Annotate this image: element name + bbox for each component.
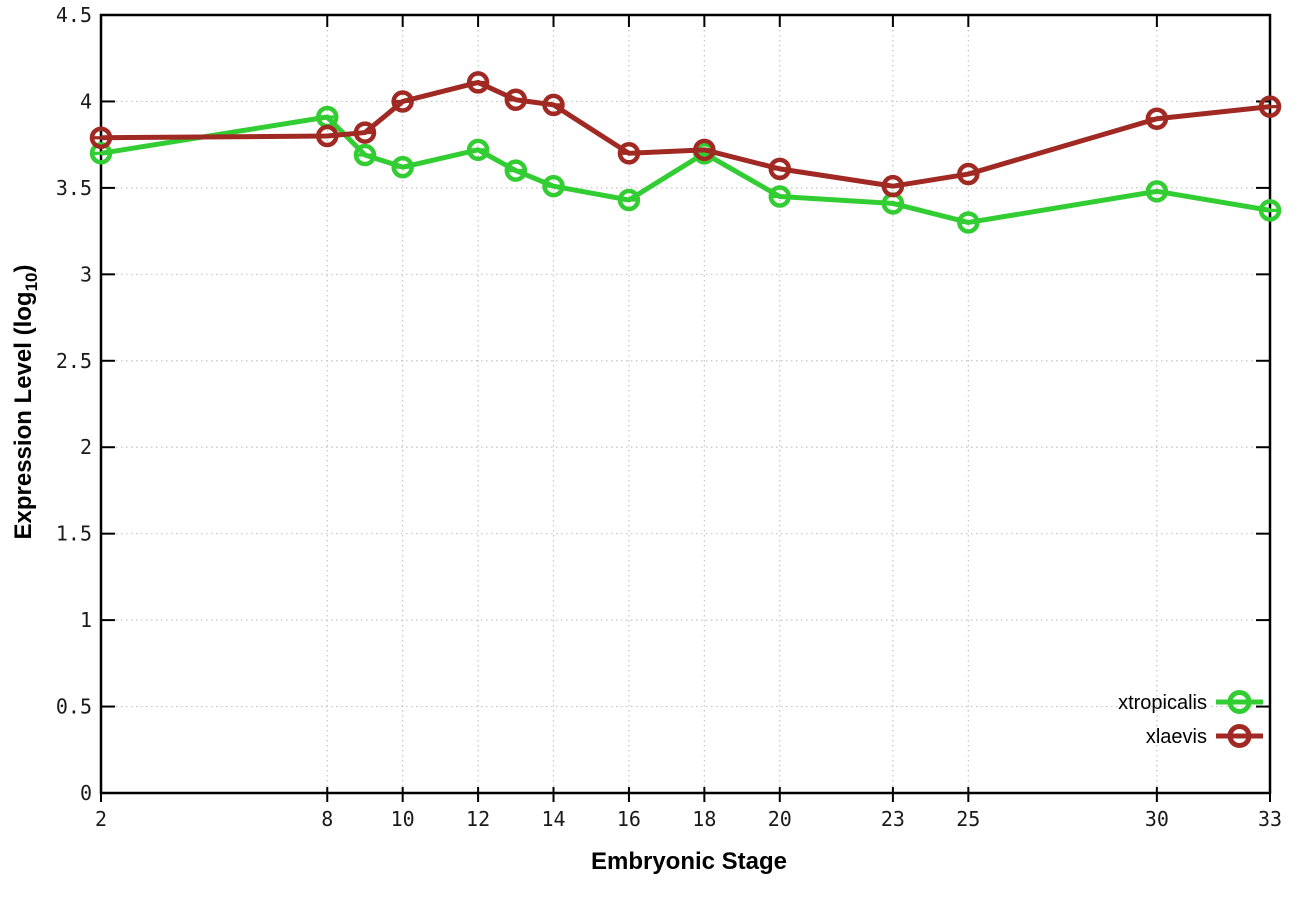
data-point-xlaevis-stage-16 [617, 142, 641, 165]
data-point-xtropicalis-stage-12 [466, 138, 490, 162]
data-point-xlaevis-stage-23 [881, 174, 905, 198]
y-tick-label: 4 [80, 89, 92, 113]
data-point-xlaevis-stage-25 [957, 162, 980, 186]
data-point-xtropicalis-stage-30 [1145, 180, 1169, 203]
y-tick-label: 3.5 [56, 176, 92, 200]
data-point-xlaevis-stage-14 [542, 93, 565, 117]
y-tick-label: 1 [80, 608, 92, 632]
x-tick-label: 8 [321, 807, 333, 831]
x-tick-label: 12 [466, 807, 490, 831]
data-point-xlaevis-stage-20 [768, 157, 792, 181]
x-tick-label: 16 [617, 807, 641, 831]
data-point-xtropicalis-stage-2 [89, 142, 113, 165]
data-point-xlaevis-stage-10 [391, 90, 414, 113]
y-tick-label: 2.5 [56, 349, 92, 373]
data-point-xtropicalis-stage-13 [504, 159, 528, 182]
x-tick-label: 33 [1258, 807, 1282, 831]
legend-sample-marker-xtropicalis [1227, 690, 1252, 714]
legend-label-xlaevis: xlaevis [1146, 726, 1207, 748]
x-tick-label: 10 [391, 807, 415, 831]
data-point-xtropicalis-stage-9 [353, 143, 377, 167]
legend-label-xtropicalis: xtropicalis [1118, 692, 1207, 714]
x-tick-label: 25 [956, 807, 980, 831]
y-tick-label: 0.5 [56, 695, 92, 719]
series-xtropicalis-line [100, 114, 1271, 225]
x-tick-label: 14 [541, 807, 565, 831]
plot-border [99, 13, 1272, 795]
data-point-xlaevis-stage-18 [693, 138, 716, 162]
x-tick-label: 20 [768, 807, 792, 831]
x-tick-label: 30 [1145, 807, 1169, 831]
y-tick-label: 2 [80, 435, 92, 459]
y-tick-label: 0 [80, 781, 92, 805]
x-tick-label: 18 [692, 807, 716, 831]
y-axis-title: Expression Level (log10) [10, 265, 41, 540]
x-axis-title: Embryonic Stage [591, 848, 787, 875]
data-point-xtropicalis-stage-33 [1258, 199, 1282, 222]
data-point-xtropicalis-stage-10 [391, 155, 414, 179]
data-point-xtropicalis-stage-16 [617, 188, 641, 212]
y-tick-label: 4.5 [56, 3, 92, 27]
data-point-xtropicalis-stage-14 [542, 174, 565, 198]
y-tick-label: 3 [80, 262, 92, 286]
data-point-xlaevis-stage-30 [1145, 107, 1169, 130]
legend-sample-marker-xlaevis [1227, 724, 1252, 748]
data-point-xlaevis-stage-9 [353, 121, 377, 144]
y-tick-label: 1.5 [56, 522, 92, 546]
data-point-xlaevis-stage-12 [466, 71, 490, 94]
series-xlaevis-line [100, 79, 1271, 189]
x-tick-label: 23 [881, 807, 905, 831]
x-tick-label: 2 [95, 807, 107, 831]
data-point-xlaevis-stage-13 [504, 88, 528, 111]
data-point-xlaevis-stage-33 [1258, 95, 1282, 118]
data-point-xlaevis-stage-2 [89, 126, 113, 150]
data-point-xtropicalis-stage-20 [768, 185, 792, 208]
data-point-xlaevis-stage-8 [316, 124, 339, 148]
data-point-xtropicalis-stage-25 [957, 211, 980, 234]
